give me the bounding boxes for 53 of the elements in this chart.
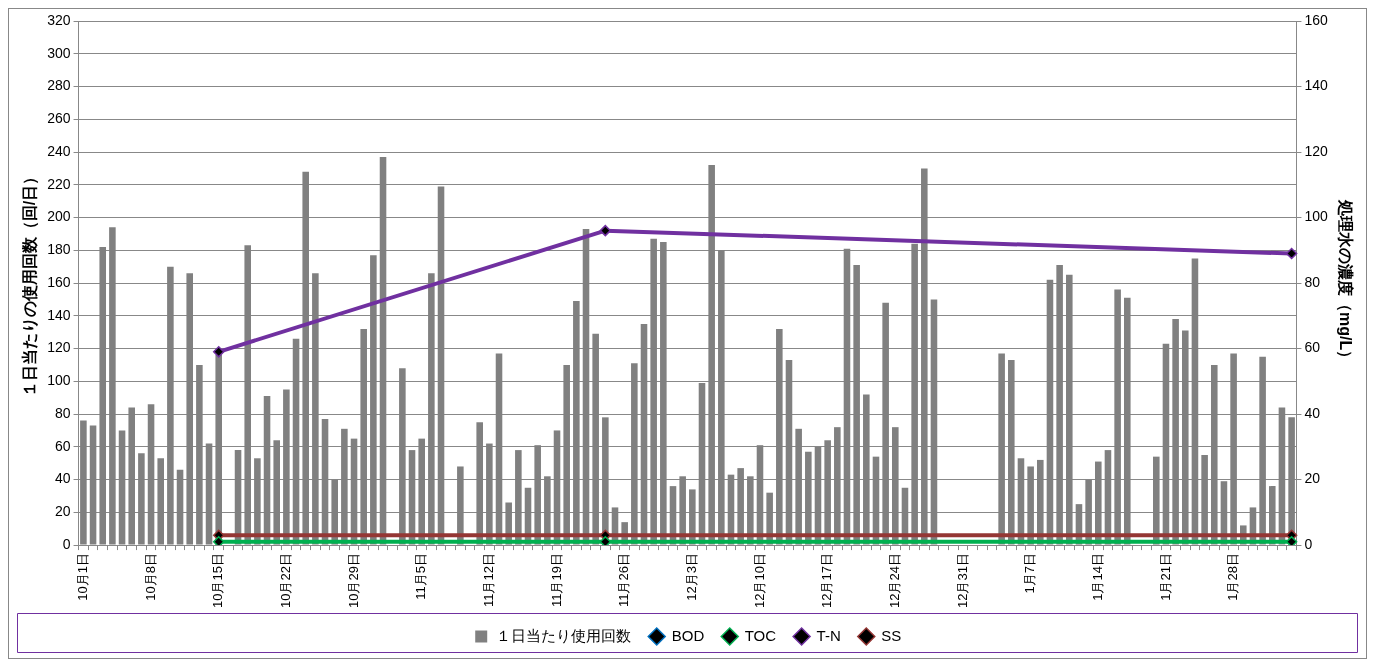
legend-label: １日当たり使用回数 — [496, 626, 632, 644]
x-tick-label: 12月3日 — [683, 553, 699, 601]
x-tick-label: 1月28日 — [1225, 553, 1241, 601]
y2-tick-label: 140 — [1304, 77, 1329, 94]
x-tick-label: 11月12日 — [480, 553, 496, 608]
y-tick-label: 220 — [47, 175, 71, 192]
x-tick-label: 11月5日 — [413, 553, 429, 600]
x-tick-label: 11月26日 — [616, 553, 632, 608]
y-tick-label: 140 — [47, 306, 71, 323]
y-tick-label: 180 — [47, 241, 71, 258]
x-tick-label: 12月24日 — [886, 553, 902, 608]
x-tick-label: 12月17日 — [819, 553, 835, 608]
y-tick-label: 20 — [54, 503, 71, 520]
y-tick-label: 120 — [47, 339, 71, 356]
y-axis-title: １日当たりの使用回数（回/日） — [21, 168, 40, 398]
point — [212, 536, 225, 546]
x-tick-label: 1月7日 — [1022, 553, 1038, 594]
y-tick-label: 160 — [47, 273, 71, 290]
legend-label: T-N — [816, 626, 841, 644]
legend-label: TOC — [744, 626, 777, 644]
y-tick-label: 280 — [47, 77, 71, 94]
y-tick-label: 300 — [47, 44, 71, 61]
x-tick-label: 10月29日 — [345, 553, 361, 608]
x-tick-label: 10月22日 — [277, 553, 293, 608]
x-tick-label: 12月31日 — [954, 553, 970, 608]
point — [212, 346, 225, 358]
y-tick-label: 200 — [47, 208, 71, 225]
x-tick-label: 12月10日 — [751, 553, 767, 608]
y2-tick-label: 160 — [1304, 11, 1329, 28]
y-tick-label: 80 — [54, 404, 71, 421]
y-tick-label: 260 — [47, 110, 71, 127]
y2-tick-label: 20 — [1304, 470, 1321, 487]
x-tick-label: 10月1日 — [74, 553, 90, 601]
y2-tick-label: 100 — [1304, 208, 1329, 225]
y2-tick-label: 80 — [1304, 273, 1321, 290]
legend-label: BOD — [671, 626, 705, 644]
y2-tick-label: 120 — [1304, 142, 1329, 159]
y2-axis-title: 処理水の濃度（mg/L） — [1335, 198, 1355, 367]
y-tick-label: 240 — [47, 142, 71, 159]
legend-label: SS — [881, 626, 902, 644]
y2-tick-label: 60 — [1304, 339, 1321, 356]
y-tick-label: 320 — [47, 11, 71, 28]
y2-tick-label: 0 — [1304, 535, 1313, 552]
x-tick-label: 11月19日 — [548, 553, 564, 608]
y-tick-label: 60 — [54, 437, 71, 454]
y-tick-label: 40 — [54, 470, 71, 487]
y2-tick-label: 40 — [1304, 404, 1321, 421]
x-tick-label: 1月14日 — [1089, 553, 1105, 601]
x-tick-label: 1月21日 — [1157, 553, 1173, 601]
x-tick-label: 10月15日 — [210, 553, 226, 608]
y-tick-label: 0 — [62, 535, 71, 552]
x-tick-label: 10月8日 — [142, 553, 158, 601]
y-tick-label: 100 — [47, 372, 71, 389]
